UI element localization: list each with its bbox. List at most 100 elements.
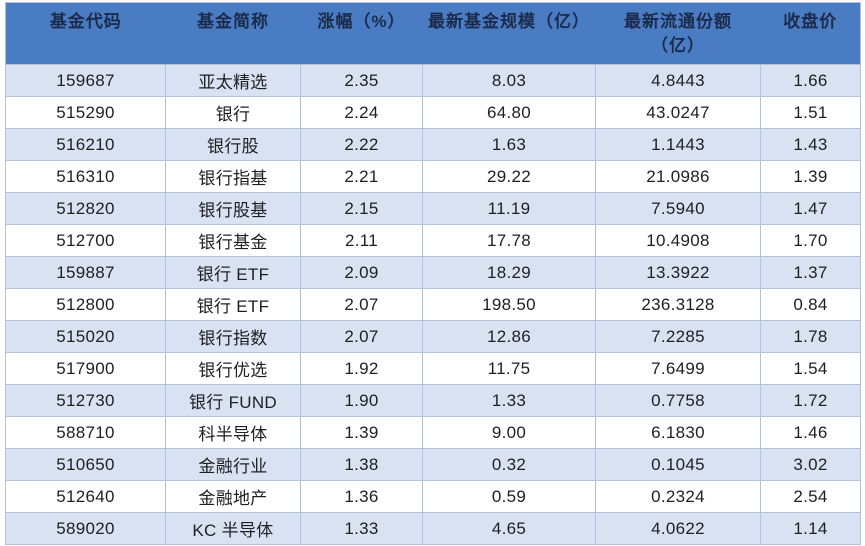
cell-fund-code: 159687 bbox=[5, 64, 166, 97]
cell-closing-price: 1.43 bbox=[760, 128, 861, 161]
col-header-change-pct: 涨幅（%） bbox=[300, 2, 423, 65]
cell-closing-price: 1.78 bbox=[760, 320, 861, 353]
cell-fund-scale: 0.59 bbox=[422, 480, 596, 513]
cell-circulating-shares: 0.7758 bbox=[595, 384, 761, 417]
cell-change-pct: 2.07 bbox=[300, 288, 423, 321]
cell-fund-scale: 198.50 bbox=[422, 288, 596, 321]
cell-fund-code: 589020 bbox=[5, 512, 166, 545]
cell-fund-name: 银行基金 bbox=[165, 224, 301, 257]
cell-closing-price: 1.66 bbox=[760, 64, 861, 97]
cell-change-pct: 1.33 bbox=[300, 512, 423, 545]
cell-fund-scale: 64.80 bbox=[422, 96, 596, 129]
cell-fund-scale: 0.32 bbox=[422, 448, 596, 481]
cell-fund-scale: 1.33 bbox=[422, 384, 596, 417]
cell-closing-price: 1.51 bbox=[760, 96, 861, 129]
cell-closing-price: 1.54 bbox=[760, 352, 861, 385]
cell-fund-code: 512800 bbox=[5, 288, 166, 321]
cell-fund-code: 512730 bbox=[5, 384, 166, 417]
cell-change-pct: 2.21 bbox=[300, 160, 423, 193]
col-header-fund-scale: 最新基金规模（亿） bbox=[422, 2, 596, 65]
cell-change-pct: 2.22 bbox=[300, 128, 423, 161]
cell-closing-price: 3.02 bbox=[760, 448, 861, 481]
cell-closing-price: 1.46 bbox=[760, 416, 861, 449]
cell-circulating-shares: 13.3922 bbox=[595, 256, 761, 289]
cell-fund-code: 516310 bbox=[5, 160, 166, 193]
table-row: 512820 银行股基 2.15 11.19 7.5940 1.47 bbox=[5, 192, 861, 225]
table-row: 512700 银行基金 2.11 17.78 10.4908 1.70 bbox=[5, 224, 861, 257]
cell-fund-scale: 4.65 bbox=[422, 512, 596, 545]
cell-fund-name: 银行股基 bbox=[165, 192, 301, 225]
cell-fund-name: 银行优选 bbox=[165, 352, 301, 385]
cell-fund-code: 510650 bbox=[5, 448, 166, 481]
cell-fund-name: 科半导体 bbox=[165, 416, 301, 449]
cell-circulating-shares: 0.2324 bbox=[595, 480, 761, 513]
cell-fund-name: 银行指数 bbox=[165, 320, 301, 353]
table-row: 515020 银行指数 2.07 12.86 7.2285 1.78 bbox=[5, 320, 861, 353]
cell-fund-name: 金融行业 bbox=[165, 448, 301, 481]
cell-circulating-shares: 4.0622 bbox=[595, 512, 761, 545]
cell-fund-name: 银行股 bbox=[165, 128, 301, 161]
cell-change-pct: 1.90 bbox=[300, 384, 423, 417]
cell-fund-name: 银行 bbox=[165, 96, 301, 129]
cell-fund-scale: 8.03 bbox=[422, 64, 596, 97]
cell-fund-code: 516210 bbox=[5, 128, 166, 161]
cell-fund-code: 588710 bbox=[5, 416, 166, 449]
cell-closing-price: 0.84 bbox=[760, 288, 861, 321]
cell-fund-name: 银行指基 bbox=[165, 160, 301, 193]
cell-change-pct: 1.92 bbox=[300, 352, 423, 385]
table-row: 589020 KC 半导体 1.33 4.65 4.0622 1.14 bbox=[5, 512, 861, 545]
table-header: 基金代码 基金简称 涨幅（%） 最新基金规模（亿） 最新流通份额 （亿） 收盘价 bbox=[5, 2, 861, 65]
cell-change-pct: 1.39 bbox=[300, 416, 423, 449]
cell-fund-code: 512700 bbox=[5, 224, 166, 257]
cell-circulating-shares: 7.5940 bbox=[595, 192, 761, 225]
cell-circulating-shares: 4.8443 bbox=[595, 64, 761, 97]
cell-fund-scale: 18.29 bbox=[422, 256, 596, 289]
table-row: 510650 金融行业 1.38 0.32 0.1045 3.02 bbox=[5, 448, 861, 481]
cell-fund-scale: 1.63 bbox=[422, 128, 596, 161]
cell-change-pct: 2.07 bbox=[300, 320, 423, 353]
cell-change-pct: 1.36 bbox=[300, 480, 423, 513]
cell-fund-name: 银行 ETF bbox=[165, 288, 301, 321]
cell-fund-code: 515290 bbox=[5, 96, 166, 129]
table-row: 159687 亚太精选 2.35 8.03 4.8443 1.66 bbox=[5, 64, 861, 97]
table-row: 516210 银行股 2.22 1.63 1.1443 1.43 bbox=[5, 128, 861, 161]
cell-fund-scale: 11.19 bbox=[422, 192, 596, 225]
table-row: 516310 银行指基 2.21 29.22 21.0986 1.39 bbox=[5, 160, 861, 193]
cell-fund-code: 517900 bbox=[5, 352, 166, 385]
table-row: 512800 银行 ETF 2.07 198.50 236.3128 0.84 bbox=[5, 288, 861, 321]
cell-fund-scale: 12.86 bbox=[422, 320, 596, 353]
cell-change-pct: 2.11 bbox=[300, 224, 423, 257]
cell-closing-price: 1.39 bbox=[760, 160, 861, 193]
cell-fund-name: 亚太精选 bbox=[165, 64, 301, 97]
cell-circulating-shares: 21.0986 bbox=[595, 160, 761, 193]
cell-circulating-shares: 10.4908 bbox=[595, 224, 761, 257]
cell-closing-price: 1.14 bbox=[760, 512, 861, 545]
table-row: 512640 金融地产 1.36 0.59 0.2324 2.54 bbox=[5, 480, 861, 513]
cell-circulating-shares: 236.3128 bbox=[595, 288, 761, 321]
cell-closing-price: 1.72 bbox=[760, 384, 861, 417]
cell-fund-scale: 17.78 bbox=[422, 224, 596, 257]
cell-closing-price: 1.37 bbox=[760, 256, 861, 289]
cell-circulating-shares: 1.1443 bbox=[595, 128, 761, 161]
cell-closing-price: 1.47 bbox=[760, 192, 861, 225]
cell-fund-scale: 29.22 bbox=[422, 160, 596, 193]
cell-fund-code: 515020 bbox=[5, 320, 166, 353]
cell-circulating-shares: 6.1830 bbox=[595, 416, 761, 449]
cell-change-pct: 2.35 bbox=[300, 64, 423, 97]
cell-fund-code: 159887 bbox=[5, 256, 166, 289]
cell-fund-code: 512820 bbox=[5, 192, 166, 225]
table-row: 512730 银行 FUND 1.90 1.33 0.7758 1.72 bbox=[5, 384, 861, 417]
header-row: 基金代码 基金简称 涨幅（%） 最新基金规模（亿） 最新流通份额 （亿） 收盘价 bbox=[5, 2, 861, 65]
cell-closing-price: 2.54 bbox=[760, 480, 861, 513]
cell-change-pct: 1.38 bbox=[300, 448, 423, 481]
cell-circulating-shares: 43.0247 bbox=[595, 96, 761, 129]
cell-change-pct: 2.09 bbox=[300, 256, 423, 289]
cell-fund-name: 银行 ETF bbox=[165, 256, 301, 289]
fund-table: 基金代码 基金简称 涨幅（%） 最新基金规模（亿） 最新流通份额 （亿） 收盘价… bbox=[5, 2, 861, 545]
table-body: 159687 亚太精选 2.35 8.03 4.8443 1.66 515290… bbox=[5, 64, 861, 545]
table-row: 159887 银行 ETF 2.09 18.29 13.3922 1.37 bbox=[5, 256, 861, 289]
cell-closing-price: 1.70 bbox=[760, 224, 861, 257]
cell-circulating-shares: 7.2285 bbox=[595, 320, 761, 353]
cell-change-pct: 2.24 bbox=[300, 96, 423, 129]
